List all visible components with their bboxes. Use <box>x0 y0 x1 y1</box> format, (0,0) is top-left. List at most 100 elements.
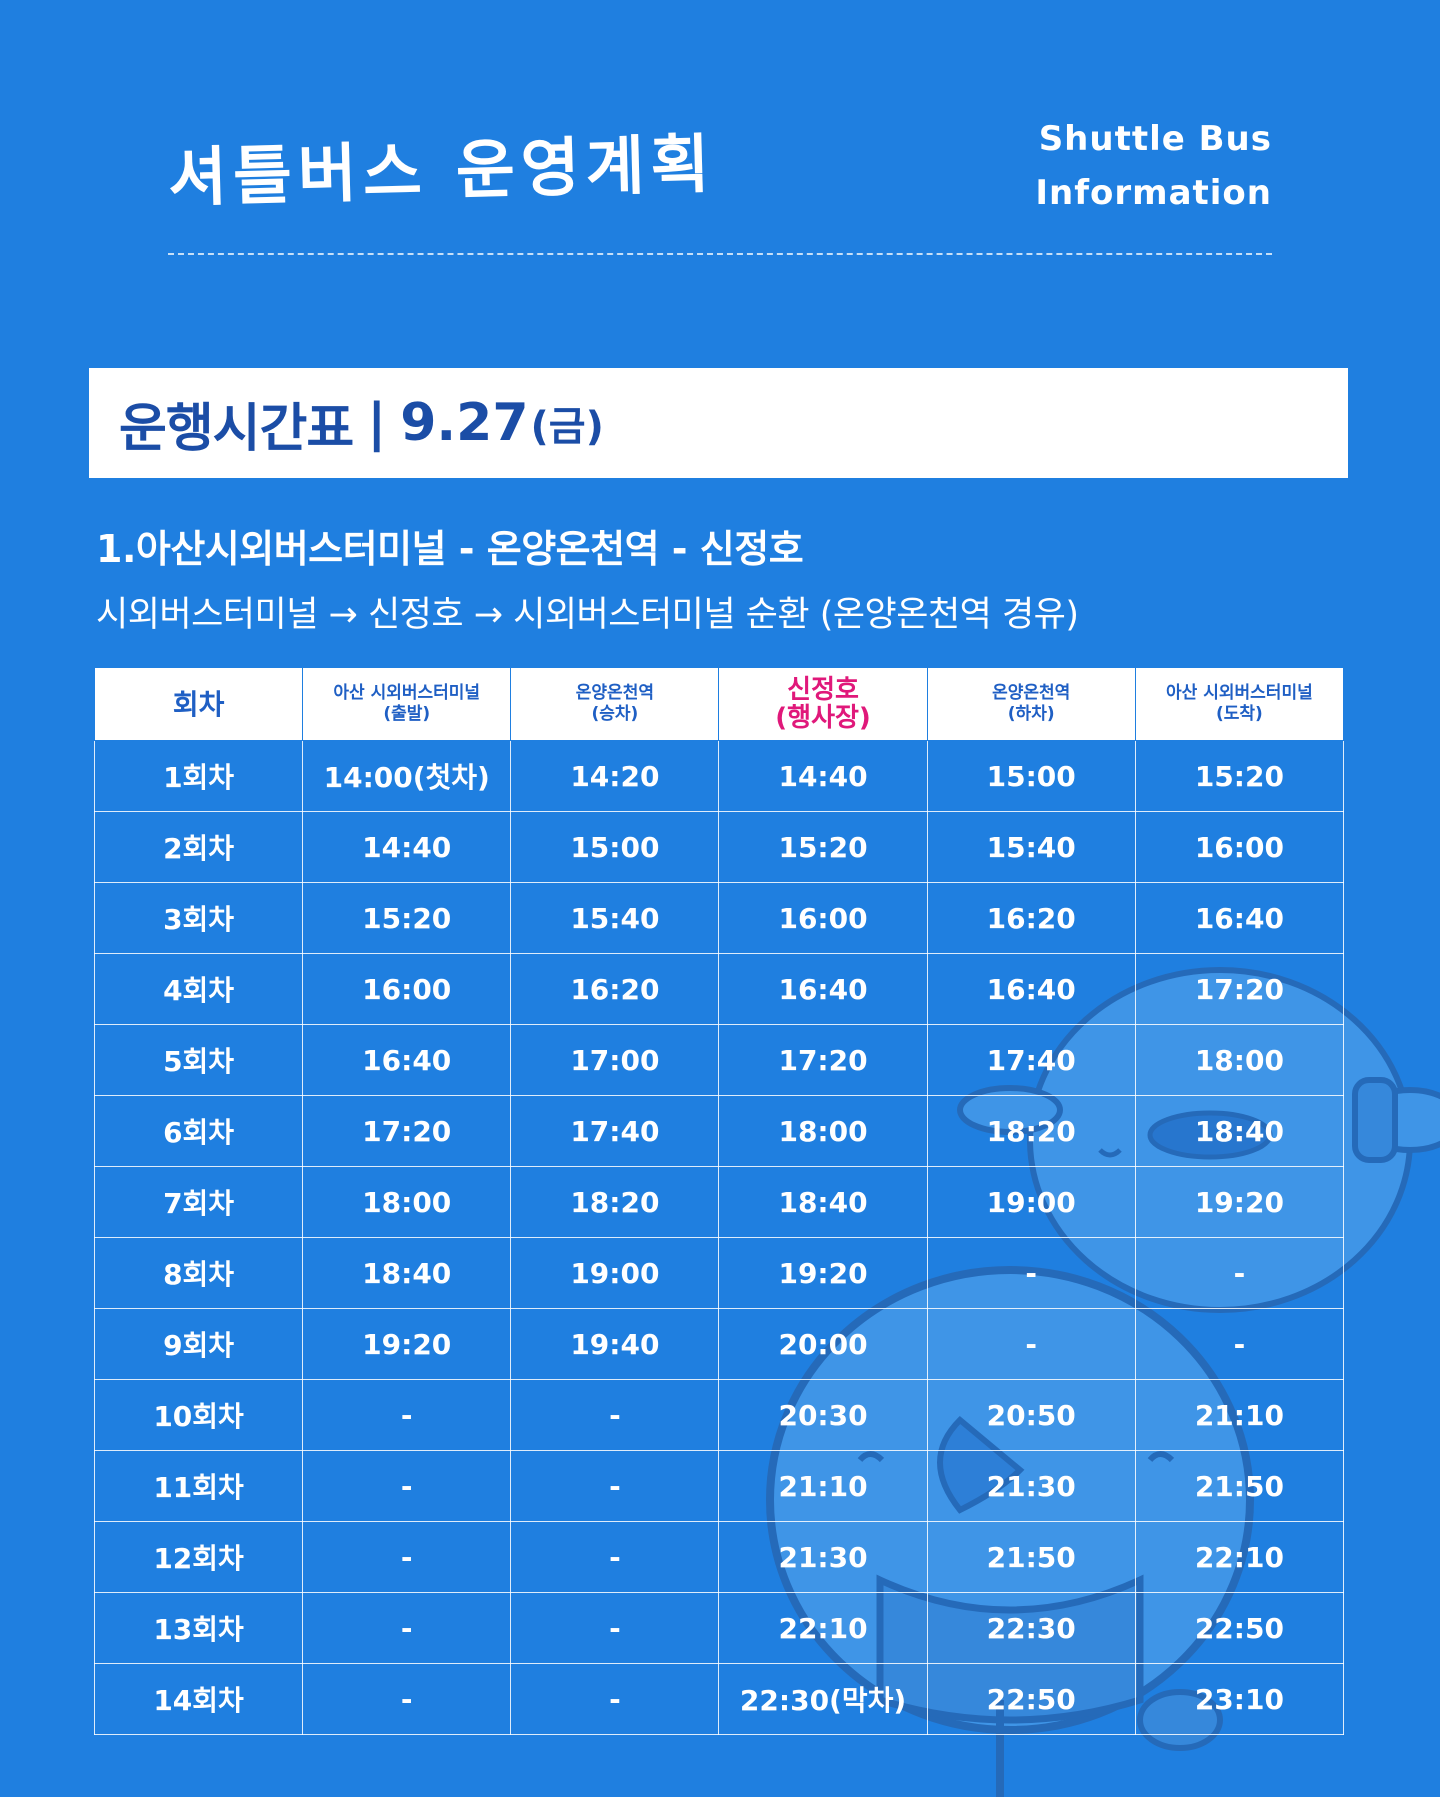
schedule-banner: 운행시간표 | 9.27 (금) <box>89 368 1348 478</box>
time-cell: - <box>302 1592 512 1664</box>
time-cell: 21:50 <box>926 1521 1136 1593</box>
run-number: 7회차 <box>93 1166 304 1238</box>
time-cell: 22:50 <box>1134 1592 1345 1664</box>
time-cell: 20:50 <box>926 1379 1136 1451</box>
column-header: 아산 시외버스터미널 (출발) <box>302 667 512 741</box>
time-cell: 16:20 <box>926 882 1136 954</box>
time-cell: 22:10 <box>1134 1521 1345 1593</box>
time-cell: - <box>926 1237 1136 1309</box>
run-number: 5회차 <box>93 1024 304 1096</box>
timetable: 회차 아산 시외버스터미널 (출발) 온양온천역 (승차) 신정호 (행사장) 온양온… <box>93 667 1345 1735</box>
table-row: 3회차 15:20 15:40 16:00 16:20 16:40 <box>93 882 1345 954</box>
table-row: 9회차 19:20 19:40 20:00- - <box>93 1308 1345 1380</box>
time-cell: 15:00 <box>926 740 1136 812</box>
time-cell: 18:00 <box>1134 1024 1345 1096</box>
table-row: 11회차 - -21:10 21:30 21:50 <box>93 1450 1345 1522</box>
time-cell: 21:50 <box>1134 1450 1345 1522</box>
time-cell: 17:20 <box>718 1024 928 1096</box>
run-number: 6회차 <box>93 1095 304 1167</box>
route-title: 1.아산시외버스터미널 - 온양온천역 - 신정호 <box>96 527 804 571</box>
time-cell: 16:40 <box>926 953 1136 1025</box>
time-cell: 15:20 <box>302 882 512 954</box>
time-cell: 17:20 <box>1134 953 1345 1025</box>
time-cell: 20:00 <box>718 1308 928 1380</box>
time-cell: 17:40 <box>926 1024 1136 1096</box>
time-cell: 18:40 <box>302 1237 512 1309</box>
table-row: 5회차 16:40 17:00 17:20 17:40 18:00 <box>93 1024 1345 1096</box>
time-cell: 18:00 <box>302 1166 512 1238</box>
time-cell: - <box>1134 1237 1345 1309</box>
column-header: 아산 시외버스터미널 (도착) <box>1134 667 1345 741</box>
column-header: 온양온천역 (승차) <box>510 667 720 741</box>
time-cell: 15:40 <box>926 811 1136 883</box>
time-cell: - <box>510 1450 720 1522</box>
column-header: 회차 <box>93 667 304 741</box>
subtitle-line-2: Information <box>1035 173 1272 213</box>
time-cell: 18:20 <box>926 1095 1136 1167</box>
time-cell: 16:40 <box>1134 882 1345 954</box>
time-cell: - <box>510 1379 720 1451</box>
time-cell: - <box>510 1592 720 1664</box>
time-cell: - <box>302 1663 512 1735</box>
run-number: 8회차 <box>93 1237 304 1309</box>
table-row: 1회차 14:00(첫차) 14:20 14:40 15:00 15:20 <box>93 740 1345 812</box>
time-cell: - <box>302 1379 512 1451</box>
run-number: 2회차 <box>93 811 304 883</box>
time-cell: 21:30 <box>926 1450 1136 1522</box>
table-row: 13회차 - -22:10 22:30 22:50 <box>93 1592 1345 1664</box>
page-title: 셔틀버스 운영계획 <box>167 127 717 217</box>
time-cell: 16:40 <box>302 1024 512 1096</box>
time-cell: - <box>926 1308 1136 1380</box>
time-cell: 23:10 <box>1134 1663 1345 1735</box>
time-cell: 16:20 <box>510 953 720 1025</box>
time-cell: 22:30(막차) <box>718 1663 928 1735</box>
time-cell: 22:50 <box>926 1663 1136 1735</box>
run-number: 9회차 <box>93 1308 304 1380</box>
table-row: 6회차 17:20 17:40 18:00 18:20 18:40 <box>93 1095 1345 1167</box>
time-cell: 19:20 <box>718 1237 928 1309</box>
time-cell: 21:10 <box>718 1450 928 1522</box>
time-cell: 18:00 <box>718 1095 928 1167</box>
time-cell: - <box>1134 1308 1345 1380</box>
table-row: 2회차 14:40 15:00 15:20 15:40 16:00 <box>93 811 1345 883</box>
time-cell: 17:20 <box>302 1095 512 1167</box>
page-subtitle: Shuttle Bus Information <box>1035 112 1272 220</box>
time-cell: 19:20 <box>302 1308 512 1380</box>
time-cell: 16:00 <box>718 882 928 954</box>
time-cell: 15:20 <box>1134 740 1345 812</box>
time-cell: 14:20 <box>510 740 720 812</box>
divider <box>168 253 1272 255</box>
table-row: 10회차 - -20:30 20:50 21:10 <box>93 1379 1345 1451</box>
time-cell: 14:40 <box>718 740 928 812</box>
time-cell: 15:40 <box>510 882 720 954</box>
table-row: 4회차 16:00 16:20 16:40 16:40 17:20 <box>93 953 1345 1025</box>
time-cell: - <box>510 1521 720 1593</box>
time-cell: - <box>510 1663 720 1735</box>
time-cell: 15:00 <box>510 811 720 883</box>
run-number: 4회차 <box>93 953 304 1025</box>
run-number: 3회차 <box>93 882 304 954</box>
time-cell: 20:30 <box>718 1379 928 1451</box>
run-number: 11회차 <box>93 1450 304 1522</box>
time-cell: 18:20 <box>510 1166 720 1238</box>
time-cell: 19:40 <box>510 1308 720 1380</box>
banner-label: 운행시간표 <box>119 398 354 459</box>
route-description: 시외버스터미널 → 신정호 → 시외버스터미널 순환 (온양온천역 경유) <box>96 595 1079 635</box>
time-cell: 16:00 <box>302 953 512 1025</box>
time-cell: 21:30 <box>718 1521 928 1593</box>
time-cell: - <box>302 1521 512 1593</box>
column-header-highlight: 신정호 (행사장) <box>718 667 928 741</box>
run-number: 1회차 <box>93 740 304 812</box>
table-row: 7회차 18:00 18:20 18:40 19:00 19:20 <box>93 1166 1345 1238</box>
time-cell: 19:20 <box>1134 1166 1345 1238</box>
time-cell: 22:10 <box>718 1592 928 1664</box>
time-cell: 21:10 <box>1134 1379 1345 1451</box>
table-row: 8회차 18:40 19:00 19:20- - <box>93 1237 1345 1309</box>
time-cell: 17:40 <box>510 1095 720 1167</box>
time-cell: 16:40 <box>718 953 928 1025</box>
time-cell: 14:40 <box>302 811 512 883</box>
time-cell: 18:40 <box>718 1166 928 1238</box>
run-number: 10회차 <box>93 1379 304 1451</box>
time-cell: - <box>302 1450 512 1522</box>
